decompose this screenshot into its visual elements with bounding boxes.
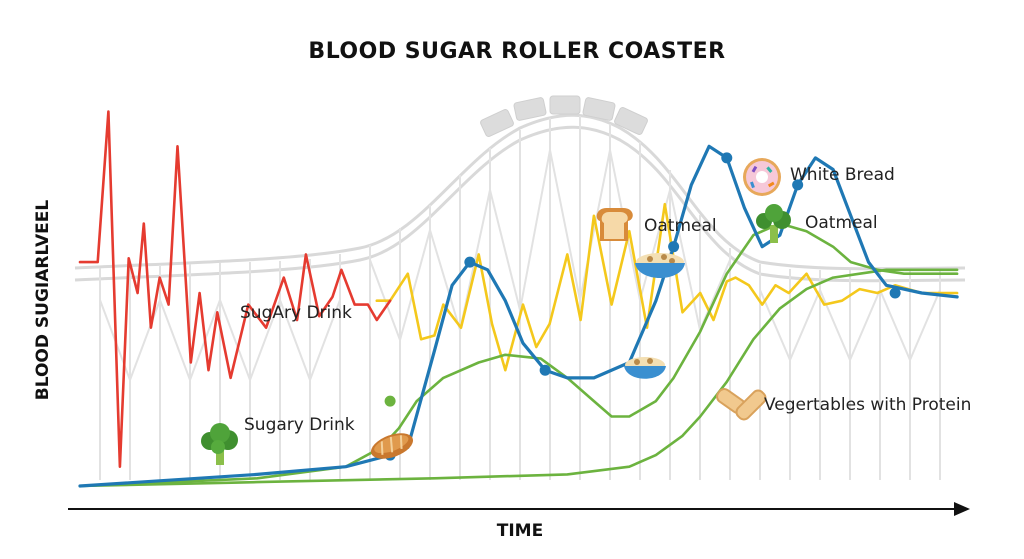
x-axis-label: TIME — [497, 521, 543, 541]
axes — [68, 502, 970, 516]
annotation-text: SugAry Drink — [240, 303, 352, 323]
series-line-3 — [78, 222, 959, 488]
annotation-text: Oatmeal — [805, 213, 878, 233]
oatmeal-bowl-icon — [635, 253, 685, 278]
data-point-marker — [539, 364, 551, 376]
series-line-2 — [78, 144, 959, 488]
broccoli-icon — [756, 204, 791, 243]
series-line-4 — [78, 268, 959, 488]
series-line-1 — [375, 202, 959, 372]
data-point-marker — [889, 287, 901, 299]
x-axis-arrow-icon — [954, 502, 970, 516]
annotation-text: Vegertables with Protein — [764, 395, 971, 415]
annotation-text: Oatmeal — [644, 216, 717, 236]
data-point-marker — [464, 256, 476, 268]
broccoli-icon — [201, 423, 238, 465]
series-line-0 — [78, 110, 392, 469]
y-axis-label: BLOOD SUGIARLVEEL — [33, 200, 53, 401]
bread-loaf-icon — [370, 433, 414, 459]
annotation-text: Sugary Drink — [244, 415, 355, 435]
bread-stick-icon — [716, 388, 767, 421]
donut-icon — [743, 158, 781, 196]
data-point-marker — [384, 395, 396, 407]
annotation-text: White Bread — [790, 165, 895, 185]
chart-title: BLOOD SUGAR ROLLER COASTER — [308, 39, 725, 64]
oatmeal-bowl-icon — [624, 357, 666, 379]
data-point-marker — [792, 179, 804, 191]
data-point-marker — [721, 152, 733, 164]
roller-coaster-illustration — [74, 95, 966, 480]
series-layer — [78, 110, 959, 488]
data-point-marker — [668, 241, 680, 253]
bread-icon — [596, 207, 633, 241]
